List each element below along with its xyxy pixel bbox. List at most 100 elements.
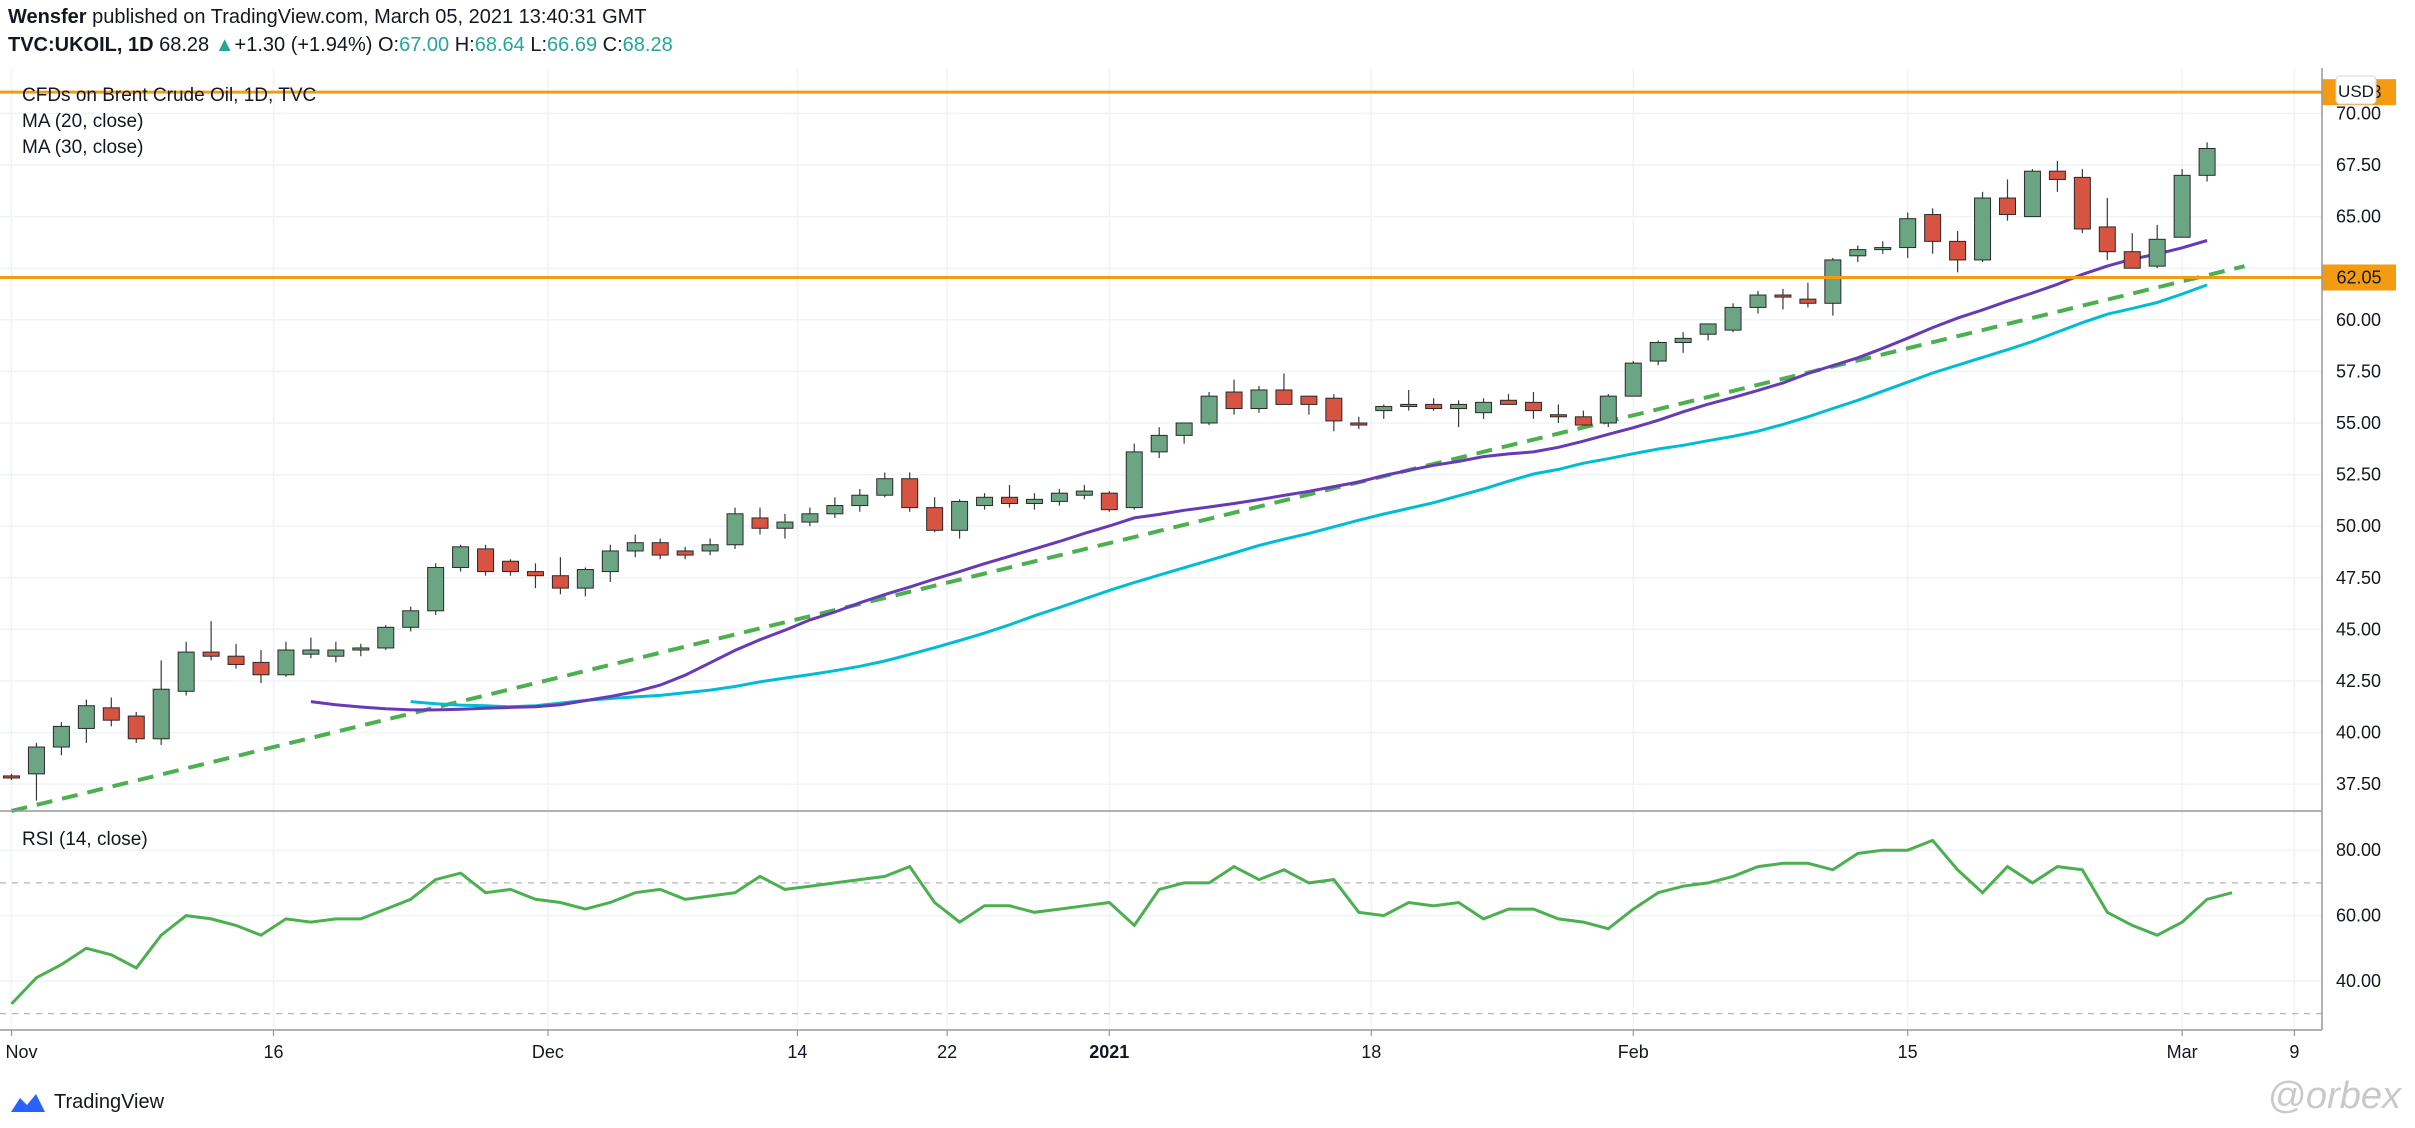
ma20-path bbox=[310, 239, 2208, 712]
published-text: published on TradingView.com, March 05, … bbox=[92, 6, 647, 28]
ma30-path bbox=[410, 283, 2208, 709]
candle-body bbox=[27, 746, 45, 775]
candle-body bbox=[1599, 395, 1617, 424]
candle-body bbox=[2198, 147, 2216, 176]
rsi-grid bbox=[0, 849, 2322, 1015]
candle-body bbox=[1524, 401, 1542, 412]
candle-body bbox=[551, 575, 569, 589]
candle-body bbox=[3, 775, 20, 779]
candle-body bbox=[1025, 498, 1043, 504]
candle-body bbox=[452, 546, 470, 568]
x-tick-label: 15 bbox=[1898, 1042, 1918, 1062]
candle-body bbox=[202, 651, 220, 657]
ma20-line bbox=[310, 239, 2208, 712]
orbex-watermark: @orbex bbox=[2267, 1075, 2401, 1117]
candle-body bbox=[1774, 294, 1792, 298]
currency-box bbox=[2335, 75, 2377, 105]
candle-body bbox=[701, 544, 719, 552]
high-value: 68.64 bbox=[474, 34, 525, 56]
candle-body bbox=[1425, 403, 1443, 410]
y-tick-label: 40.00 bbox=[2336, 723, 2381, 743]
ma20-legend: MA (20, close) bbox=[22, 111, 143, 132]
x-tick-label: 14 bbox=[787, 1042, 807, 1062]
y-tick-label: 60.00 bbox=[2336, 310, 2381, 330]
candle-body bbox=[1874, 247, 1892, 251]
x-tick-label: Mar bbox=[2167, 1042, 2198, 1062]
close-label: C: bbox=[602, 34, 623, 56]
rsi-axis: 40.00 60.00 80.00 bbox=[2336, 840, 2381, 991]
candle-body bbox=[302, 649, 320, 655]
currency-label: USD bbox=[2338, 82, 2374, 101]
candle-body bbox=[1749, 294, 1767, 308]
y-tick-label: 67.50 bbox=[2336, 155, 2381, 175]
candle-body bbox=[651, 542, 669, 556]
ma30-line bbox=[410, 283, 2208, 709]
candles bbox=[3, 142, 2216, 801]
grid-lines bbox=[0, 68, 2322, 1030]
y-tick-label: 50.00 bbox=[2336, 516, 2381, 536]
candle-body bbox=[1500, 399, 1517, 405]
candle-body bbox=[676, 550, 694, 556]
candle-body bbox=[477, 548, 495, 573]
y-tick-label: 37.50 bbox=[2336, 774, 2381, 794]
time-axis: Nov 16 Dec 14 22 2021 18 Feb 15 Mar 9 bbox=[5, 1030, 2299, 1062]
x-tick-label: 18 bbox=[1361, 1042, 1381, 1062]
candle-body bbox=[1999, 197, 2016, 216]
candle-body bbox=[876, 478, 894, 496]
candle-body bbox=[227, 655, 245, 665]
y-tick-label: 45.00 bbox=[2336, 619, 2381, 639]
candle-body bbox=[1275, 389, 1293, 405]
trend-line-path bbox=[11, 264, 2245, 813]
candle-body bbox=[1225, 391, 1243, 410]
candle-body bbox=[252, 661, 270, 676]
candle-body bbox=[2048, 170, 2066, 180]
candle-body bbox=[726, 513, 744, 546]
candle-body bbox=[1001, 496, 1018, 504]
high-label: H: bbox=[454, 34, 475, 56]
candle-body bbox=[52, 725, 70, 748]
candle-body bbox=[1175, 422, 1193, 436]
candle-body bbox=[601, 550, 619, 573]
y-tick-label: 47.50 bbox=[2336, 568, 2381, 588]
y-tick-label: 70.00 bbox=[2336, 103, 2381, 123]
candle-body bbox=[327, 649, 345, 657]
candle-body bbox=[1200, 395, 1218, 424]
candle-body bbox=[1100, 492, 1118, 511]
last-price: 68.28 bbox=[159, 34, 210, 56]
ma30-legend: MA (30, close) bbox=[22, 137, 143, 158]
tradingview-brand[interactable]: TradingView bbox=[10, 1091, 164, 1114]
y-tick-label: 42.50 bbox=[2336, 671, 2381, 691]
candle-body bbox=[2173, 174, 2191, 238]
candle-body bbox=[1799, 298, 1817, 304]
candle-body bbox=[1824, 259, 1842, 304]
candle-body bbox=[1974, 197, 1992, 261]
candle-body bbox=[127, 715, 145, 740]
candle-body bbox=[1674, 337, 1692, 343]
level-label: 62.05 bbox=[2336, 267, 2381, 287]
publish-info: Wensfer published on TradingView.com, Ma… bbox=[8, 6, 647, 29]
candle-body bbox=[2148, 238, 2166, 267]
candle-body bbox=[1050, 492, 1068, 502]
candle-body bbox=[1899, 218, 1917, 249]
y-tick-label: 57.50 bbox=[2336, 361, 2381, 381]
candle-body bbox=[1549, 414, 1567, 418]
tradingview-logo-icon bbox=[11, 1093, 45, 1112]
open-label: O: bbox=[377, 34, 400, 56]
low-value: 66.69 bbox=[547, 34, 598, 56]
rsi-line bbox=[10, 838, 2233, 1005]
candle-body bbox=[1450, 403, 1468, 410]
candle-body bbox=[2023, 170, 2041, 218]
candle-body bbox=[1649, 341, 1667, 362]
candle-body bbox=[951, 500, 969, 531]
candle-body bbox=[1624, 362, 1642, 397]
candle-body bbox=[1724, 306, 1742, 331]
candle-body bbox=[801, 513, 819, 523]
change-arrow-icon: ▲ bbox=[214, 34, 235, 56]
y-tick-label: 65.00 bbox=[2336, 207, 2381, 227]
candle-body bbox=[2123, 251, 2141, 269]
candle-body bbox=[1150, 434, 1168, 453]
x-tick-label: 16 bbox=[263, 1042, 283, 1062]
rsi-tick-label: 60.00 bbox=[2336, 906, 2381, 926]
rsi-legend: RSI (14, close) bbox=[22, 829, 148, 850]
